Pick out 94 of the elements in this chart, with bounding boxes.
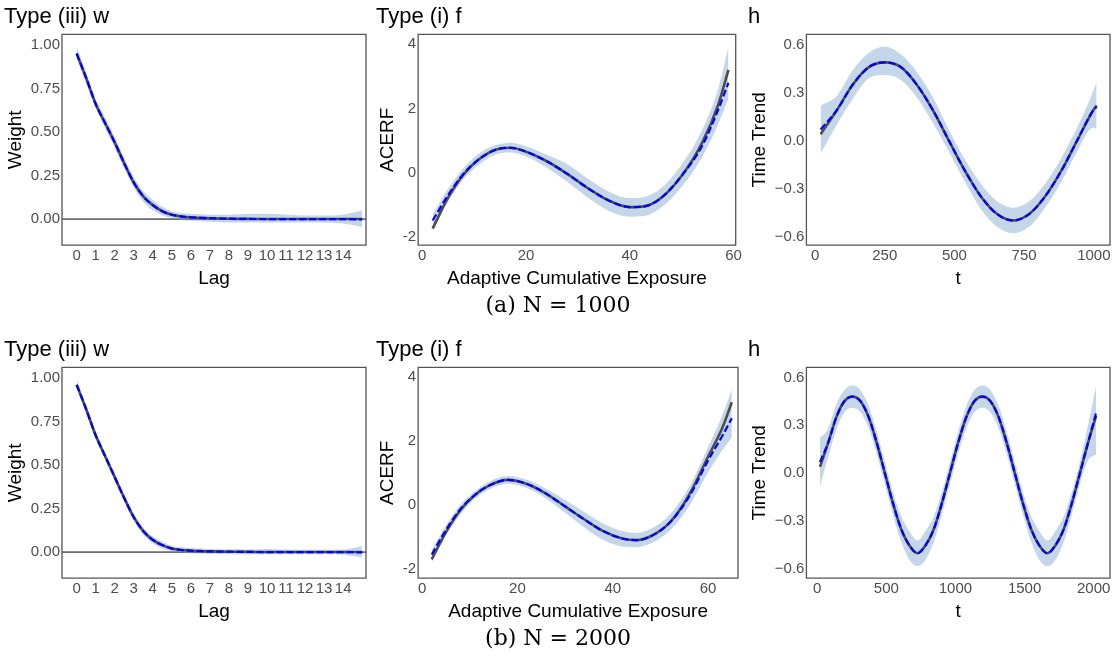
y-tick-label: 0.3 bbox=[783, 82, 805, 100]
x-tick-label: 12 bbox=[296, 246, 314, 264]
x-tick-label: 2000 bbox=[1077, 579, 1111, 597]
x-tick-label: 14 bbox=[334, 579, 352, 597]
x-tick-label: 0 bbox=[72, 579, 81, 597]
y-tick-label: 0.25 bbox=[30, 165, 60, 183]
x-tick-label: 11 bbox=[278, 246, 294, 264]
x-tick-label: 0 bbox=[813, 579, 822, 597]
x-axis-title: Lag bbox=[198, 266, 230, 288]
y-tick-label: 0 bbox=[407, 494, 417, 512]
x-axis-title: Adaptive Cumulative Exposure bbox=[447, 266, 707, 288]
x-tick-label: 250 bbox=[872, 246, 898, 264]
x-axis-title: t bbox=[955, 266, 962, 288]
y-tick-label: 2 bbox=[407, 430, 417, 448]
x-tick-label: 500 bbox=[873, 579, 899, 597]
y-tick-label: 0.25 bbox=[30, 498, 60, 516]
x-tick-label: 60 bbox=[699, 579, 717, 597]
x-tick-label: 14 bbox=[334, 246, 352, 264]
y-tick-label: 0.3 bbox=[783, 415, 805, 433]
x-tick-label: 2 bbox=[110, 246, 119, 264]
y-tick-label: 1.00 bbox=[30, 34, 60, 52]
y-tick-label: 0.0 bbox=[783, 463, 805, 481]
chart-title: Type (i) f bbox=[376, 3, 463, 29]
x-tick-label: 13 bbox=[315, 579, 333, 597]
x-tick-label: 8 bbox=[224, 579, 234, 597]
x-tick-label: 60 bbox=[725, 246, 742, 264]
y-axis-title: Weight bbox=[3, 442, 25, 503]
x-tick-label: 6 bbox=[186, 246, 196, 264]
y-tick-label: −0.6 bbox=[774, 226, 805, 244]
x-tick-label: 1 bbox=[91, 579, 100, 597]
x-tick-label: 2 bbox=[110, 579, 119, 597]
y-tick-label: -2 bbox=[402, 226, 417, 244]
x-tick-label: 3 bbox=[129, 579, 138, 597]
y-axis-title: ACERF bbox=[375, 107, 397, 172]
y-tick-label: -2 bbox=[402, 559, 417, 577]
y-tick-label: 0.6 bbox=[783, 367, 805, 385]
chart-title: Type (i) f bbox=[376, 336, 463, 362]
y-axis-title: Time Trend bbox=[747, 92, 769, 188]
x-tick-label: 750 bbox=[1011, 246, 1037, 264]
x-tick-label: 11 bbox=[278, 579, 294, 597]
x-tick-label: 10 bbox=[258, 579, 276, 597]
x-tick-label: 8 bbox=[224, 246, 234, 264]
x-tick-label: 500 bbox=[941, 246, 967, 264]
y-tick-label: 0.00 bbox=[30, 542, 60, 560]
x-axis-title: Lag bbox=[198, 599, 230, 621]
y-axis-title: ACERF bbox=[375, 440, 397, 505]
y-axis-title: Time Trend bbox=[747, 425, 769, 521]
y-axis-title: Weight bbox=[3, 109, 25, 170]
y-tick-label: 0.00 bbox=[30, 209, 60, 227]
x-tick-label: 7 bbox=[205, 246, 215, 264]
x-axis-title: Adaptive Cumulative Exposure bbox=[448, 599, 708, 621]
x-tick-label: 7 bbox=[205, 579, 215, 597]
x-tick-label: 9 bbox=[243, 246, 253, 264]
x-tick-label: 9 bbox=[243, 579, 253, 597]
text: (a) N = 1000 bbox=[484, 292, 632, 317]
chart-title: h bbox=[748, 336, 761, 362]
x-tick-label: 1 bbox=[91, 246, 100, 264]
x-tick-label: 0 bbox=[72, 246, 81, 264]
y-tick-label: −0.3 bbox=[774, 511, 805, 529]
chart-title: Type (iii) w bbox=[4, 3, 110, 29]
x-tick-label: 1000 bbox=[1077, 246, 1111, 264]
x-tick-label: 1000 bbox=[938, 579, 973, 597]
x-tick-label: 12 bbox=[296, 579, 314, 597]
y-tick-label: 0.50 bbox=[30, 455, 60, 473]
y-tick-label: 0.0 bbox=[783, 130, 805, 148]
x-tick-label: 13 bbox=[315, 246, 333, 264]
x-tick-label: 20 bbox=[509, 579, 526, 597]
x-tick-label: 5 bbox=[167, 246, 176, 264]
x-tick-label: 20 bbox=[517, 246, 535, 264]
text: (b) N = 2000 bbox=[484, 625, 632, 650]
x-tick-label: 1500 bbox=[1007, 579, 1042, 597]
chart-title: Type (iii) w bbox=[4, 336, 110, 362]
x-tick-label: 3 bbox=[129, 246, 138, 264]
y-tick-label: −0.6 bbox=[774, 559, 805, 577]
y-tick-label: 0.75 bbox=[30, 78, 60, 96]
x-tick-label: 4 bbox=[148, 579, 157, 597]
y-tick-label: 4 bbox=[407, 34, 417, 52]
x-axis-title: t bbox=[955, 599, 962, 621]
y-tick-label: 0.50 bbox=[30, 122, 60, 140]
y-tick-label: 2 bbox=[407, 98, 417, 116]
x-tick-label: 4 bbox=[148, 246, 157, 264]
y-tick-label: −0.3 bbox=[774, 178, 805, 196]
y-tick-label: 4 bbox=[407, 366, 417, 384]
y-tick-label: 0.75 bbox=[30, 411, 60, 429]
x-tick-label: 40 bbox=[604, 579, 622, 597]
x-tick-label: 0 bbox=[810, 246, 820, 264]
chart-title: h bbox=[748, 3, 761, 29]
y-tick-label: 0.6 bbox=[783, 34, 805, 52]
x-tick-label: 5 bbox=[167, 579, 176, 597]
x-tick-label: 10 bbox=[258, 246, 276, 264]
y-tick-label: 1.00 bbox=[30, 367, 60, 385]
y-tick-label: 0 bbox=[407, 162, 417, 180]
x-tick-label: 40 bbox=[621, 246, 639, 264]
x-tick-label: 6 bbox=[186, 579, 196, 597]
